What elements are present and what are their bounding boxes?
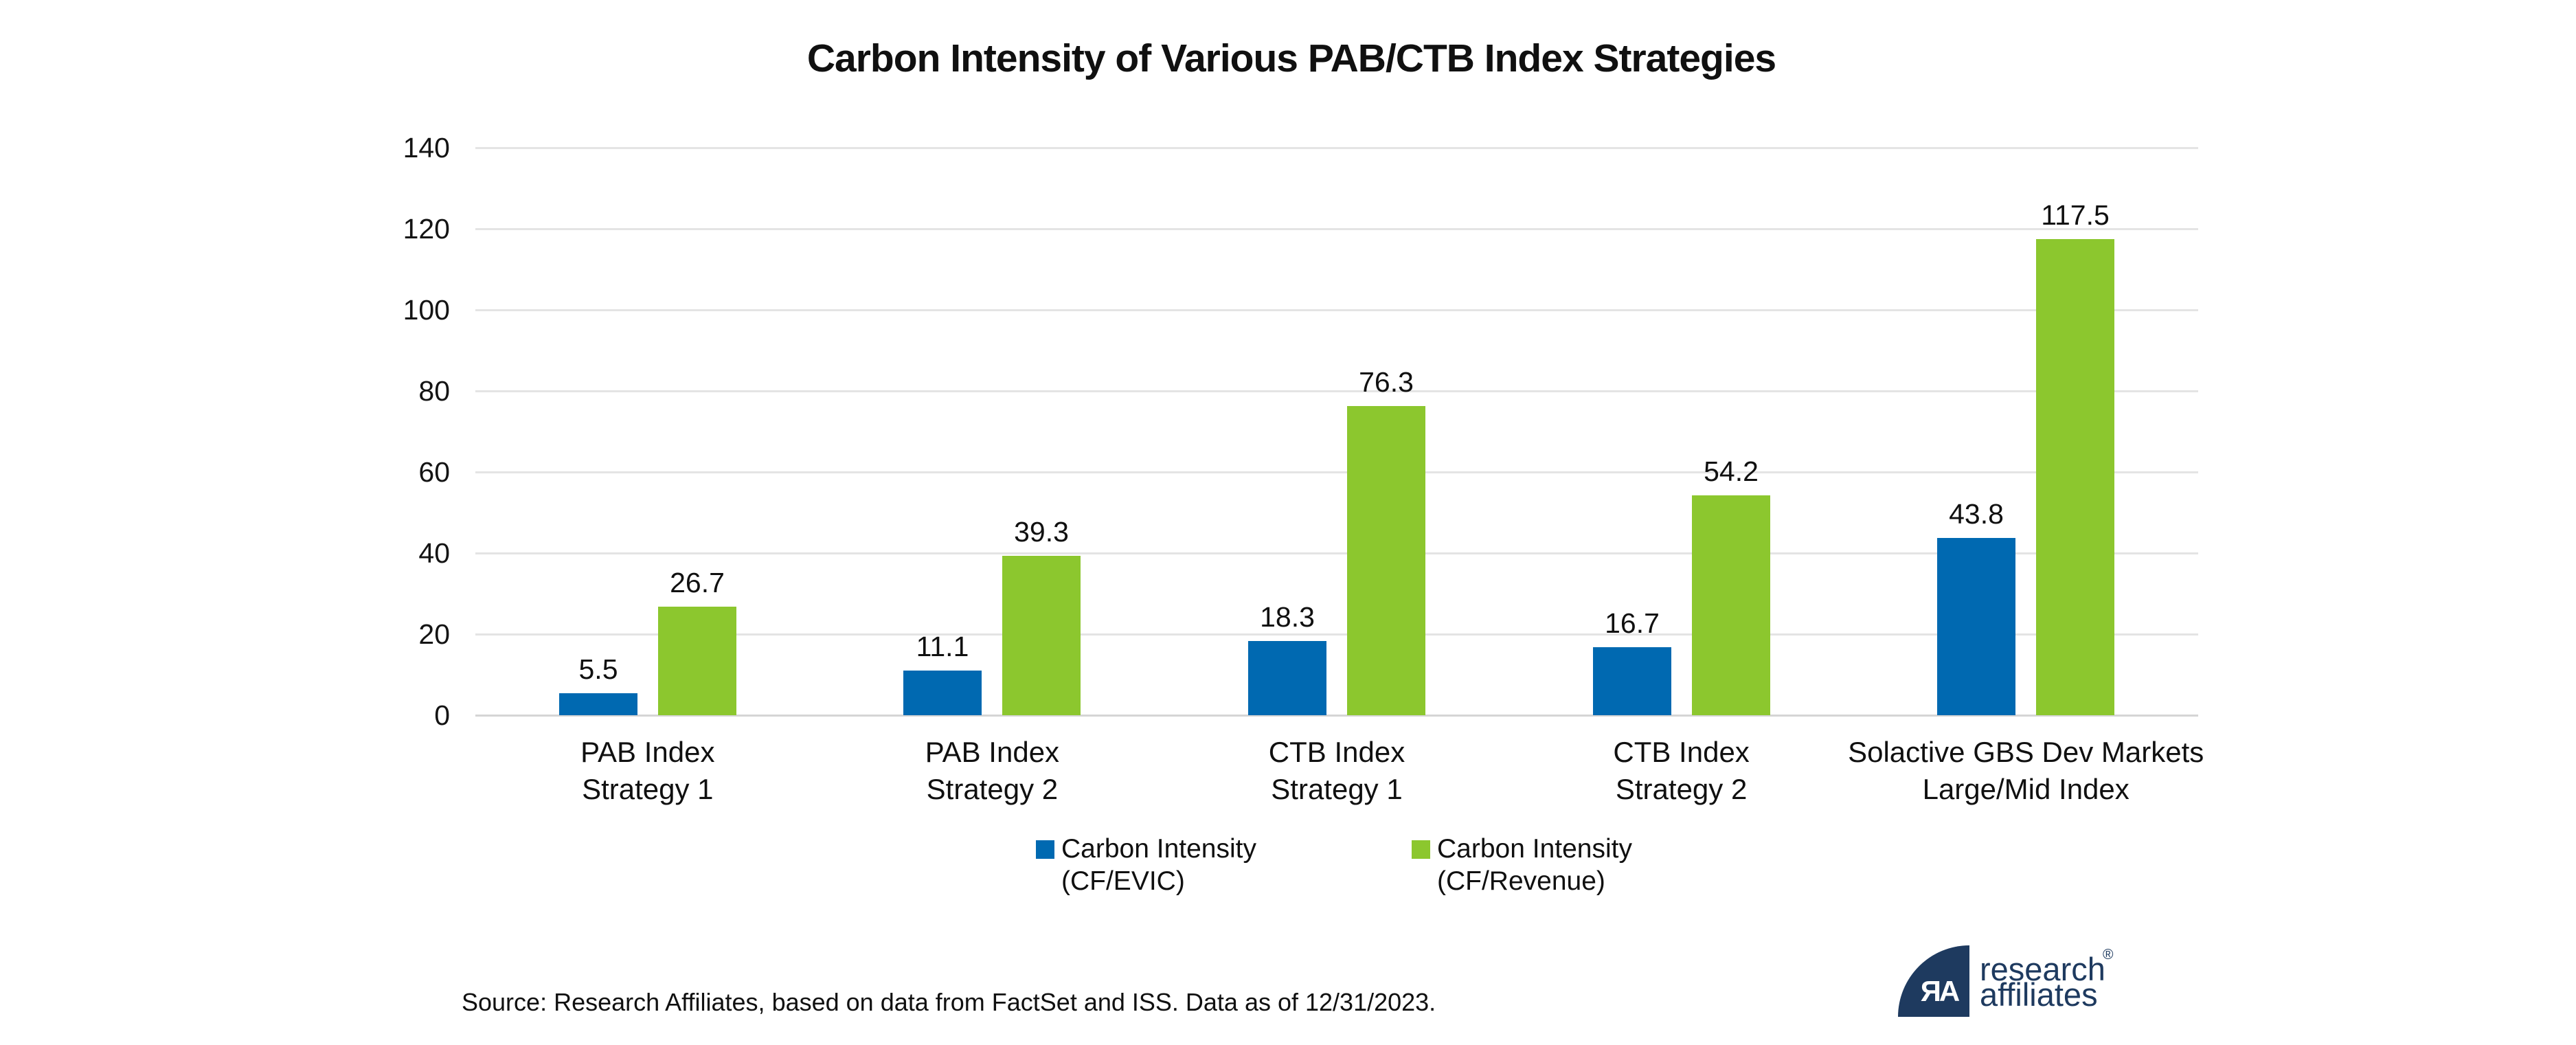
legend-label: Carbon Intensity (CF/EVIC) xyxy=(1061,834,1256,896)
bar-cf-revenue-group-4 xyxy=(1692,495,1770,715)
gridline-y-60 xyxy=(475,471,2198,473)
plot-area: 5.5 26.7 11.1 39.3 18.3 76.3 16.7 54.2 43.8 117.5 xyxy=(475,147,2198,717)
category-label: CTB Index Strategy 2 xyxy=(1613,736,1750,805)
bar-cf-revenue-group-3 xyxy=(1347,406,1425,715)
value-label: 16.7 xyxy=(1605,607,1660,639)
legend-label: Carbon Intensity (CF/Revenue) xyxy=(1437,834,1632,896)
value-label: 54.2 xyxy=(1704,456,1759,487)
gridline-y-120 xyxy=(475,228,2198,230)
value-label: 76.3 xyxy=(1359,366,1414,398)
gridline-y-100 xyxy=(475,309,2198,311)
gridline-y-140 xyxy=(475,147,2198,149)
legend-swatch xyxy=(1412,840,1430,859)
bar-cf-revenue-group-2 xyxy=(1002,556,1081,715)
bar-cf-evic-group-3 xyxy=(1248,641,1326,715)
logo-text-line2: affiliates xyxy=(1980,976,2098,1013)
value-label: 43.8 xyxy=(1949,498,2004,530)
logo-monogram: ЯA xyxy=(1920,975,1961,1007)
bar-cf-evic-group-4 xyxy=(1593,647,1671,715)
category-label: PAB Index Strategy 2 xyxy=(925,736,1060,805)
source-note: Source: Research Affiliates, based on da… xyxy=(462,988,1436,1016)
category-label: Solactive GBS Dev Markets Large/Mid Index xyxy=(1848,736,2204,805)
bar-cf-revenue-group-5 xyxy=(2036,239,2114,715)
category-label: CTB Index Strategy 1 xyxy=(1268,736,1405,805)
value-label: 26.7 xyxy=(670,567,725,598)
legend-item-cf-evic: Carbon Intensity (CF/EVIC) xyxy=(1036,833,1256,897)
legend-item-cf-revenue: Carbon Intensity (CF/Revenue) xyxy=(1412,833,1632,897)
chart-title: Carbon Intensity of Various PAB/CTB Inde… xyxy=(806,36,1776,80)
value-label: 39.3 xyxy=(1014,516,1069,548)
gridline-y-80 xyxy=(475,390,2198,392)
bar-cf-evic-group-1 xyxy=(559,693,637,715)
bar-cf-evic-group-5 xyxy=(1937,538,2015,715)
value-label: 11.1 xyxy=(916,631,969,662)
bar-cf-evic-group-2 xyxy=(903,671,982,715)
logo-mark-icon: ЯA xyxy=(1898,945,1969,1017)
legend-swatch xyxy=(1036,840,1054,859)
gridline-y-20 xyxy=(475,633,2198,636)
value-label: 117.5 xyxy=(2041,199,2110,231)
gridline-y-40 xyxy=(475,552,2198,554)
value-label: 18.3 xyxy=(1260,601,1315,633)
value-label: 5.5 xyxy=(578,653,618,685)
category-label: PAB Index Strategy 1 xyxy=(580,736,715,805)
logo-text-line1: research xyxy=(1980,951,2105,987)
bar-cf-revenue-group-1 xyxy=(658,607,736,715)
logo-text: research affiliates xyxy=(1980,951,2105,1013)
registered-trademark-icon: ® xyxy=(2103,947,2114,963)
gridline-y-0 xyxy=(475,715,2198,717)
